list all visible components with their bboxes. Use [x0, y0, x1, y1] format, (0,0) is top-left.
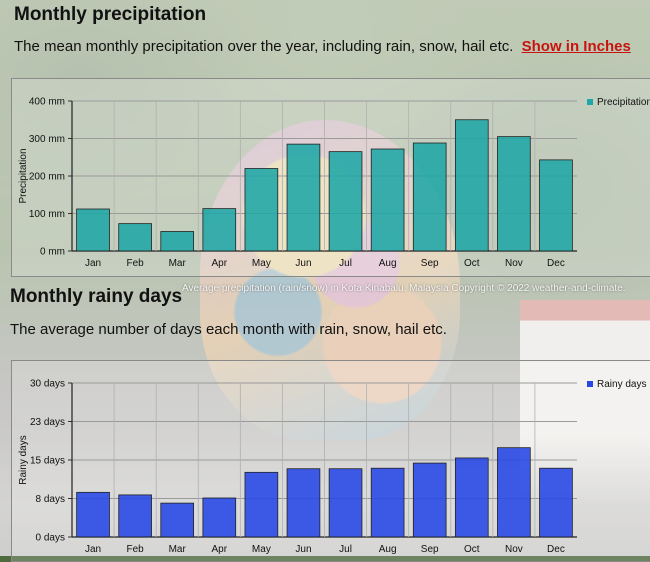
bar-jan: [76, 491, 110, 538]
x-tick-label: Nov: [505, 258, 523, 269]
x-tick-label: Apr: [212, 258, 228, 269]
bar-sep: [412, 142, 447, 252]
x-tick-label: Dec: [547, 258, 565, 269]
bar-dec: [539, 159, 573, 252]
x-tick-label: Mar: [169, 258, 187, 269]
legend-swatch: [587, 381, 593, 387]
x-tick-label: Jun: [295, 544, 311, 555]
y-tick-label: 30 days: [30, 379, 65, 390]
legend-swatch: [587, 99, 593, 105]
bar-apr: [202, 208, 237, 252]
bar-apr: [202, 497, 237, 538]
bar-nov: [497, 136, 531, 252]
x-tick-label: Oct: [464, 544, 480, 555]
y-tick-label: 0 mm: [40, 247, 65, 258]
y-tick-label: 23 days: [30, 417, 65, 428]
bar-feb: [118, 494, 152, 538]
x-tick-label: May: [252, 544, 271, 555]
legend-label: Rainy days: [597, 379, 646, 390]
precipitation-description-text: The mean monthly precipitation over the …: [14, 38, 514, 55]
precipitation-chart: 0 mm 100 mm 200 mm 300 mm 400 mm Jan Feb Mar Apr…: [18, 97, 650, 270]
x-tick-label: May: [252, 258, 271, 269]
rainy-days-chart-frame: 0 days 8 days 15 days 23 days 30 days Jan Feb M…: [11, 360, 650, 562]
bar-mar: [160, 502, 195, 538]
y-tick-label: 400 mm: [29, 97, 65, 108]
show-in-inches-link[interactable]: Show in Inches: [521, 38, 631, 55]
bar-oct: [454, 457, 489, 538]
x-tick-label: Nov: [505, 544, 523, 555]
bar-jun: [286, 468, 321, 538]
bar-jul: [328, 151, 363, 252]
bar-may: [244, 471, 279, 538]
bar-jul: [328, 468, 363, 538]
x-tick-label: Mar: [169, 544, 187, 555]
y-tick-label: 15 days: [30, 456, 65, 467]
y-axis-label: Precipitation: [18, 148, 29, 203]
bar-may: [244, 168, 279, 252]
y-tick-label: 200 mm: [29, 172, 65, 183]
x-tick-label: Jan: [85, 258, 101, 269]
x-tick-label: Apr: [212, 544, 228, 555]
x-tick-label: Oct: [464, 258, 480, 269]
bar-mar: [160, 231, 195, 252]
chart-caption: Average precipitation (rain/snow) in Kot…: [182, 283, 626, 294]
rainy-days-description: The average number of days each month wi…: [10, 321, 447, 338]
x-tick-label: Dec: [547, 544, 565, 555]
x-tick-label: Jan: [85, 544, 101, 555]
x-tick-label: Sep: [421, 544, 439, 555]
rainy-days-heading: Monthly rainy days: [10, 286, 183, 307]
precipitation-chart-frame: 0 mm 100 mm 200 mm 300 mm 400 mm Jan Feb Mar Apr…: [11, 78, 650, 277]
y-tick-label: 300 mm: [29, 134, 65, 145]
y-tick-label: 8 days: [36, 494, 65, 505]
legend-label: Precipitation: [597, 97, 650, 108]
bar-nov: [497, 447, 531, 538]
x-tick-label: Aug: [379, 544, 397, 555]
rainy-days-chart: 0 days 8 days 15 days 23 days 30 days Jan Feb M…: [18, 379, 646, 556]
x-tick-label: Jul: [339, 258, 352, 269]
bar-feb: [118, 223, 152, 252]
bar-aug: [370, 148, 405, 252]
x-tick-label: Jun: [295, 258, 311, 269]
bar-jun: [286, 143, 321, 252]
y-tick-label: 100 mm: [29, 209, 65, 220]
bar-oct: [454, 119, 489, 252]
y-tick-label: 0 days: [36, 533, 65, 544]
bar-dec: [539, 467, 573, 538]
bar-sep: [412, 462, 447, 538]
precipitation-description: The mean monthly precipitation over the …: [14, 38, 631, 55]
bar-aug: [370, 467, 405, 538]
x-tick-label: Sep: [421, 258, 439, 269]
x-tick-label: Aug: [379, 258, 397, 269]
precipitation-heading: Monthly precipitation: [14, 4, 207, 25]
y-axis-label: Rainy days: [18, 435, 29, 484]
bar-jan: [76, 208, 110, 252]
x-tick-label: Feb: [127, 544, 145, 555]
x-tick-label: Jul: [339, 544, 352, 555]
x-tick-label: Feb: [127, 258, 145, 269]
